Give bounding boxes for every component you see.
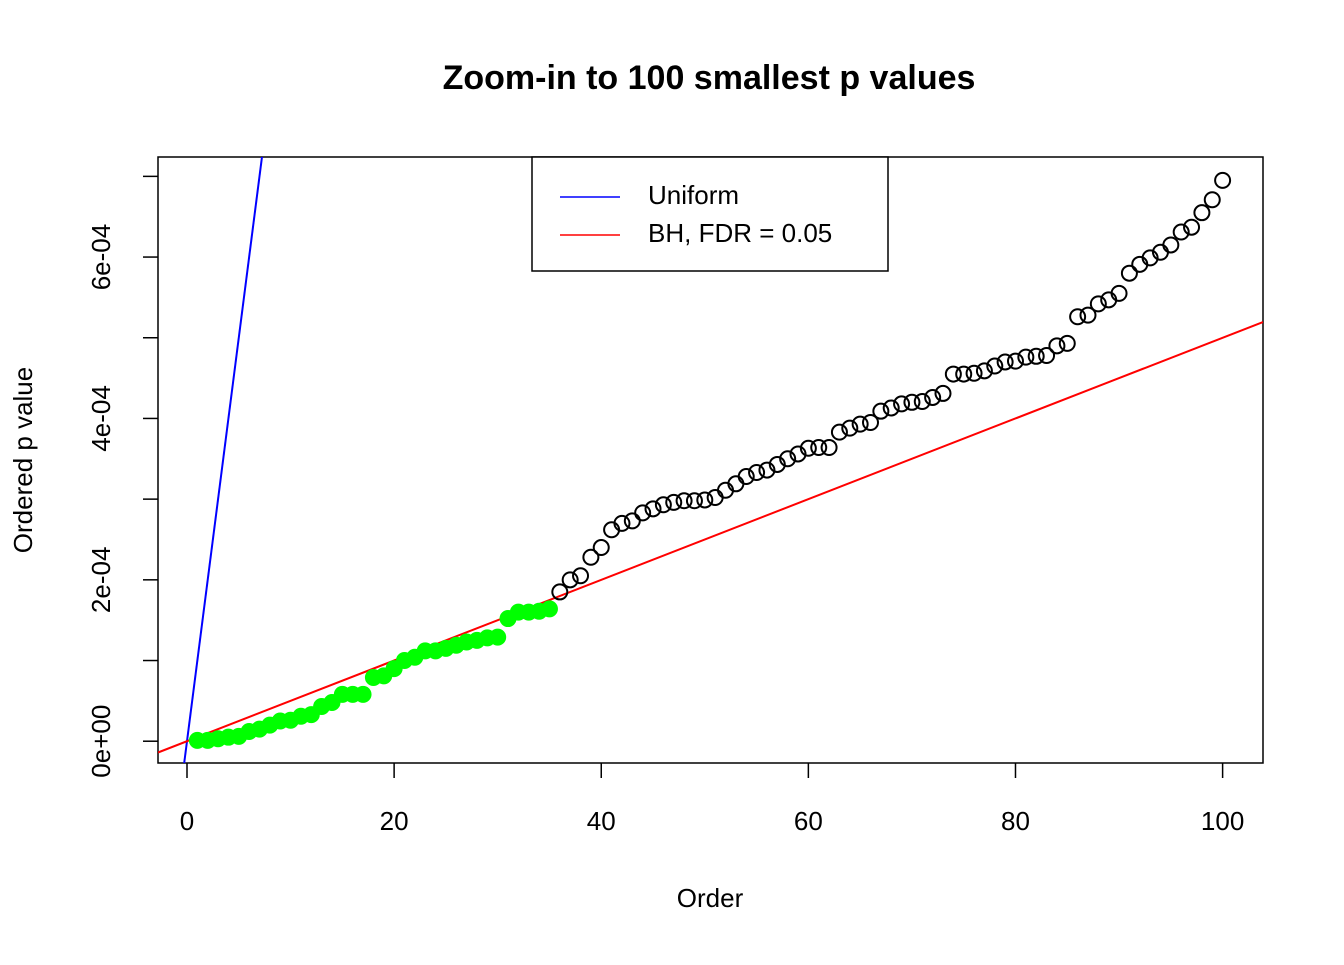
point [903, 393, 921, 411]
y-tick-label: 4e-04 [86, 385, 116, 452]
point [1193, 204, 1211, 222]
x-tick-label: 60 [794, 806, 823, 836]
point [489, 628, 507, 646]
point [986, 357, 1004, 375]
point [841, 419, 859, 437]
point [737, 468, 755, 486]
point [1214, 171, 1232, 189]
point [1203, 191, 1221, 209]
point [1038, 347, 1056, 365]
point [654, 496, 672, 514]
point [893, 395, 911, 413]
point [1089, 295, 1107, 313]
x-axis-label: Order [677, 883, 744, 913]
point [1183, 218, 1201, 236]
point [592, 539, 610, 557]
point [955, 365, 973, 383]
point [789, 445, 807, 463]
point [675, 492, 693, 510]
reference-line [158, 321, 1263, 754]
point [758, 461, 776, 479]
point [561, 571, 579, 589]
point [1048, 337, 1066, 355]
point [872, 402, 890, 420]
point [820, 438, 838, 456]
point [685, 492, 703, 510]
point [1006, 352, 1024, 370]
point [810, 438, 828, 456]
point [1079, 306, 1097, 324]
point [799, 439, 817, 457]
point [830, 423, 848, 441]
point [965, 364, 983, 382]
x-tick-label: 100 [1201, 806, 1244, 836]
point [924, 388, 942, 406]
point [748, 464, 766, 482]
point [1172, 223, 1190, 241]
point [1017, 348, 1035, 366]
point [934, 384, 952, 402]
point [623, 512, 641, 530]
x-tick-label: 20 [380, 806, 409, 836]
x-tick-label: 0 [180, 806, 194, 836]
y-tick-label: 0e+00 [86, 705, 116, 778]
point [862, 413, 880, 431]
point [779, 450, 797, 468]
point [944, 365, 962, 383]
y-tick-label: 6e-04 [86, 224, 116, 291]
point [551, 583, 569, 601]
point [1069, 308, 1087, 326]
point [644, 500, 662, 518]
legend-label: BH, FDR = 0.05 [648, 218, 832, 248]
point [882, 399, 900, 417]
reference-line [183, 157, 263, 763]
x-tick-label: 80 [1001, 806, 1030, 836]
point [1141, 249, 1159, 267]
y-axis-label: Ordered p value [8, 367, 38, 553]
point [354, 685, 372, 703]
point [634, 504, 652, 522]
point [996, 353, 1014, 371]
point [582, 548, 600, 566]
legend-box [531, 156, 889, 272]
point [1162, 236, 1180, 254]
point [665, 493, 683, 511]
plot-area [158, 157, 1263, 763]
point [1110, 284, 1128, 302]
point [706, 489, 724, 507]
chart-title: Zoom-in to 100 smallest p values [443, 59, 976, 97]
point [851, 415, 869, 433]
point [696, 491, 714, 509]
legend-label: Uniform [648, 180, 739, 210]
point [1058, 334, 1076, 352]
point [975, 362, 993, 380]
point [613, 514, 631, 532]
point [913, 392, 931, 410]
y-tick-label: 2e-04 [86, 547, 116, 614]
point [1027, 347, 1045, 365]
point [1120, 264, 1138, 282]
point [540, 600, 558, 618]
point [572, 567, 590, 585]
point [768, 455, 786, 473]
x-tick-label: 40 [587, 806, 616, 836]
